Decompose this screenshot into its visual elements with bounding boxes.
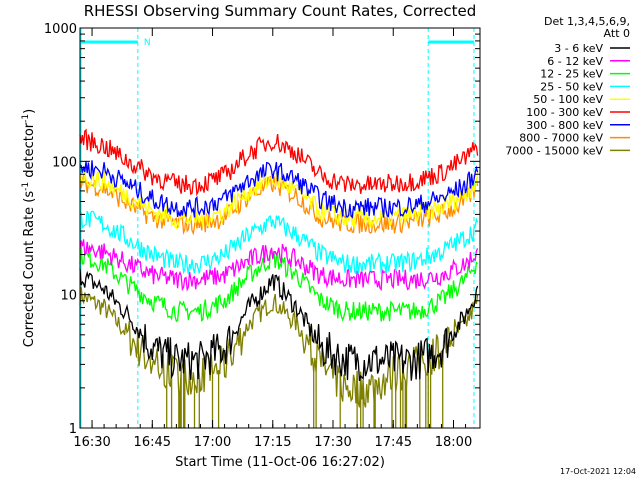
x-tick-label-5: 17:45 — [375, 435, 412, 450]
legend-header-line-2: Att 0 — [604, 27, 630, 40]
y-axis-label: Corrected Count Rate (s-1 detector-1) — [21, 109, 37, 347]
legend-label-1: 6 - 12 keV — [547, 55, 603, 68]
chart-title: RHESSI Observing Summary Count Rates, Co… — [84, 2, 477, 20]
plot-frame — [79, 27, 481, 429]
x-tick-label-6: 18:00 — [435, 435, 472, 450]
y-tick-label-3: 1000 — [44, 22, 77, 37]
timestamp: 17-Oct-2021 12:04 — [560, 467, 636, 476]
y-label-suffix: ) — [22, 109, 37, 114]
y-tick-label-0: 1 — [69, 422, 77, 437]
series-layer — [79, 128, 479, 428]
legend-label-4: 50 - 100 keV — [533, 93, 603, 106]
series-line-2 — [79, 246, 479, 323]
night-marker-label: N — [144, 38, 151, 48]
x-tick-label-0: 16:30 — [73, 435, 110, 450]
y-tick-label-1: 10 — [60, 289, 77, 304]
y-ticks: 1 10 100 1000 — [44, 22, 480, 437]
y-label-sup-2: -1 — [21, 114, 31, 123]
series-line-1 — [79, 239, 479, 292]
legend-label-3: 25 - 50 keV — [540, 80, 603, 93]
series-line-5 — [79, 128, 479, 197]
legend-label-7: 800 - 7000 keV — [519, 132, 603, 145]
y-label-middle: detector — [22, 122, 37, 182]
y-tick-label-2: 100 — [52, 155, 77, 170]
x-tick-label-4: 17:30 — [314, 435, 351, 450]
legend-label-5: 100 - 300 keV — [526, 106, 603, 119]
series-line-6 — [79, 160, 479, 219]
x-tick-label-2: 17:00 — [194, 435, 231, 450]
series-line-0 — [79, 268, 479, 382]
series-line-3 — [79, 210, 479, 275]
x-tick-label-1: 16:45 — [134, 435, 171, 450]
legend-label-8: 7000 - 15000 keV — [505, 144, 603, 157]
y-label-sup-1: -1 — [21, 182, 31, 191]
y-label-prefix: Corrected Count Rate (s — [22, 191, 37, 348]
legend-label-6: 300 - 800 keV — [526, 119, 603, 132]
x-axis-label: Start Time (11-Oct-06 16:27:02) — [175, 455, 385, 470]
legend-label-2: 12 - 25 keV — [540, 68, 603, 81]
series-line-8 — [79, 286, 479, 428]
x-ticks: 16:30 16:45 17:00 17:15 17:30 17:45 18:00 — [73, 28, 472, 450]
legend-label-0: 3 - 6 keV — [554, 42, 603, 55]
x-tick-label-3: 17:15 — [254, 435, 291, 450]
legend-header-line-1: Det 1,3,4,5,6,9, — [544, 15, 630, 28]
